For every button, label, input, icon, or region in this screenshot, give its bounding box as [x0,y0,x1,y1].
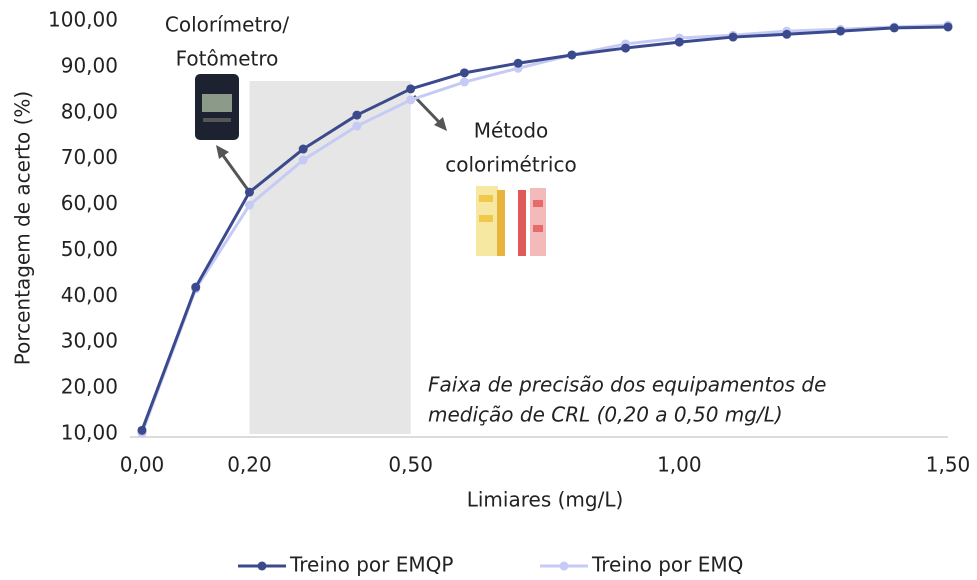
annotation: medição de CRL (0,20 a 0,50 mg/L) [428,403,783,427]
data-point [621,43,631,53]
data-point [352,121,362,131]
data-point [298,144,308,154]
data-point [406,84,416,94]
data-point [459,77,469,87]
legend-marker [257,561,267,571]
y-tick-label: 100,00 [48,8,118,32]
series-line [140,25,949,431]
data-point [567,50,577,60]
data-point [459,68,469,78]
device-icon [195,74,239,140]
data-point [352,110,362,120]
annotation: Colorímetro/ [165,13,289,37]
data-point [943,22,953,32]
data-point [728,32,738,42]
y-tick-label: 60,00 [61,191,118,215]
data-point [298,155,308,165]
y-tick-label: 10,00 [61,421,118,445]
x-tick-label: 1,50 [926,453,971,477]
x-tick-label: 0,00 [120,453,165,477]
annotation: Fotômetro [176,47,279,71]
legend-label: Treino por EMQP [289,553,453,577]
y-tick-label: 20,00 [61,375,118,399]
data-point [244,200,254,210]
data-point [674,37,684,47]
strip-icon [476,186,546,256]
y-tick-label: 80,00 [61,99,118,123]
y-tick-label: 90,00 [61,53,118,77]
shaded-range [249,81,411,434]
y-tick-label: 40,00 [61,283,118,307]
annotation: Método [474,119,549,143]
y-tick-label: 70,00 [61,145,118,169]
legend-marker [559,561,569,571]
legend-label: Treino por EMQ [591,553,743,577]
y-tick-label: 50,00 [61,237,118,261]
annotation: colorimétrico [445,153,576,177]
data-point [513,58,523,68]
series-line [140,23,949,434]
x-tick-label: 0,20 [227,453,272,477]
x-tick-label: 1,00 [657,453,702,477]
annotation: Faixa de precisão dos equipamentos de [428,373,826,397]
x-axis-label: Limiares (mg/L) [467,488,624,512]
data-point [889,23,899,33]
arrow [216,94,447,191]
data-point [137,425,147,435]
x-tick-label: 0,50 [388,453,433,477]
data-point [406,95,416,105]
y-tick-label: 30,00 [61,329,118,353]
data-point [836,26,846,36]
data-point [191,282,201,292]
data-point [782,29,792,39]
data-point [244,187,254,197]
y-axis-label: Porcentagem de acerto (%) [11,91,35,365]
